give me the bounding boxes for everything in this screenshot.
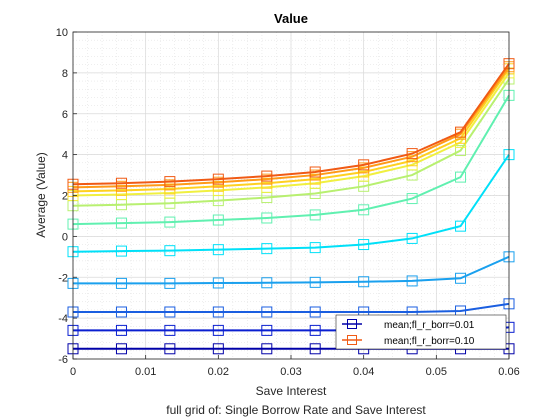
data-point-marker <box>164 216 176 228</box>
data-point-marker <box>115 177 127 189</box>
legend-entry-1: mean;fl_r_borr=0.01 <box>342 319 475 331</box>
series-line-10 <box>72 66 510 189</box>
data-point-marker <box>358 276 370 288</box>
data-point-marker <box>115 277 127 289</box>
y-tick-label: 2 <box>62 191 68 203</box>
y-axis-label: Average (Value) <box>34 152 48 238</box>
data-point-marker <box>164 324 176 336</box>
data-point-marker <box>115 306 127 318</box>
data-point-marker <box>115 324 127 336</box>
data-point-marker <box>212 343 224 355</box>
series-4 <box>67 251 515 289</box>
x-axis-ticks: 0 0.01 0.02 0.03 0.04 0.05 0.06 <box>70 355 520 378</box>
chart-subtitle: full grid of: Single Borrow Rate and Sav… <box>166 403 426 417</box>
series-line-4 <box>73 255 510 285</box>
data-point-marker <box>164 176 176 188</box>
data-point-marker <box>212 173 224 185</box>
data-point-marker <box>261 212 273 224</box>
y-tick-label: 4 <box>62 150 68 162</box>
data-point-marker <box>309 276 321 288</box>
data-point-marker <box>115 343 127 355</box>
legend-marker-2 <box>347 335 357 345</box>
data-point-marker <box>164 343 176 355</box>
y-axis-ticks: -6 -4 -2 0 2 4 6 8 10 <box>56 27 77 366</box>
data-point-marker <box>164 277 176 289</box>
y-tick-label: -2 <box>58 272 68 284</box>
chart-title: Value <box>274 11 308 26</box>
data-point-marker <box>358 239 370 251</box>
data-point-marker <box>115 217 127 229</box>
data-point-marker <box>261 343 273 355</box>
series-line-3 <box>73 302 510 313</box>
data-point-marker <box>309 306 321 318</box>
data-point-marker <box>261 170 273 182</box>
series-line-9 <box>72 68 510 193</box>
x-tick-label: 0.02 <box>208 366 229 378</box>
data-point-marker <box>309 343 321 355</box>
data-point-marker <box>212 277 224 289</box>
series-line-8 <box>72 72 510 197</box>
legend-label-1: mean;fl_r_borr=0.01 <box>384 320 475 331</box>
data-point-marker <box>309 166 321 178</box>
data-point-marker <box>406 193 418 205</box>
series-line-6 <box>72 94 510 226</box>
data-point-marker <box>455 171 467 183</box>
x-tick-label: 0.03 <box>280 366 301 378</box>
data-point-marker <box>115 245 127 257</box>
series-layer <box>67 58 515 355</box>
series-line-5 <box>72 154 510 253</box>
x-tick-label: 0.05 <box>426 366 447 378</box>
x-tick-label: 0 <box>70 366 76 378</box>
y-tick-label: 6 <box>62 109 68 121</box>
data-point-marker <box>212 214 224 226</box>
data-point-marker <box>212 244 224 256</box>
data-point-marker <box>406 232 418 244</box>
data-point-marker <box>455 220 467 232</box>
y-tick-label: 8 <box>62 68 68 80</box>
series-line-11 <box>72 63 510 186</box>
series-line-7 <box>72 78 510 207</box>
data-point-marker <box>164 245 176 257</box>
data-point-marker <box>455 126 467 138</box>
data-point-marker <box>212 324 224 336</box>
y-tick-label: -4 <box>58 313 68 325</box>
data-point-marker <box>455 145 467 157</box>
data-point-marker <box>406 275 418 287</box>
legend-box <box>335 314 507 350</box>
data-point-marker <box>309 324 321 336</box>
data-point-marker <box>309 209 321 221</box>
y-tick-label: -6 <box>58 354 68 366</box>
x-tick-label: 0.01 <box>135 366 156 378</box>
y-tick-label: 0 <box>62 231 68 243</box>
legend-marker-1 <box>347 319 357 329</box>
data-point-marker <box>455 272 467 284</box>
data-point-marker <box>309 242 321 254</box>
y-tick-label: 10 <box>56 27 68 39</box>
x-axis-label: Save Interest <box>256 384 327 398</box>
legend: mean;fl_r_borr=0.01 mean;fl_r_borr=0.10 <box>335 314 507 350</box>
data-point-marker <box>212 306 224 318</box>
legend-label-2: mean;fl_r_borr=0.10 <box>384 336 475 347</box>
data-point-marker <box>261 306 273 318</box>
data-point-marker <box>261 243 273 255</box>
data-point-marker <box>261 324 273 336</box>
x-tick-label: 0.06 <box>498 366 519 378</box>
data-point-marker <box>261 277 273 289</box>
series-5 <box>67 149 515 258</box>
legend-entry-2: mean;fl_r_borr=0.10 <box>342 335 475 347</box>
data-point-marker <box>358 204 370 216</box>
data-point-marker <box>164 306 176 318</box>
data-point-marker <box>406 148 418 160</box>
data-point-marker <box>358 159 370 171</box>
x-tick-label: 0.04 <box>353 366 374 378</box>
series-11 <box>67 58 515 190</box>
